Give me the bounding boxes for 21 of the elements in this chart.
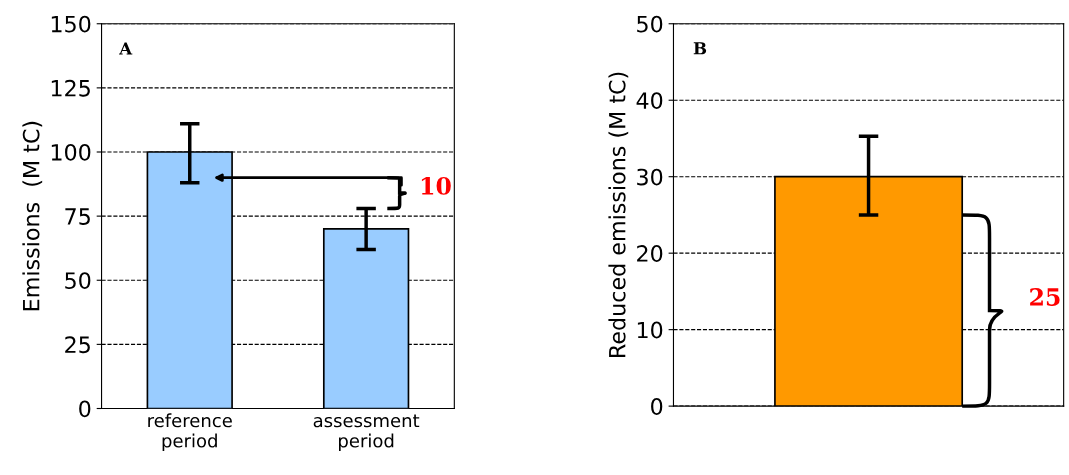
y-tick-label: 0 (79, 400, 91, 418)
y-tick-label: 75 (65, 208, 90, 225)
annotation: 10 (421, 176, 451, 195)
y-tick-label: 150 (51, 15, 91, 33)
y-tick-label: 125 (51, 79, 90, 97)
annotation: 25 (1030, 288, 1060, 306)
y-tick-label: 10 (637, 321, 663, 339)
x-tick-label: assessment period (313, 414, 420, 452)
y-tick-label: 100 (51, 143, 91, 161)
y-tick-label: 0 (651, 398, 663, 415)
y-axis-title: Emissions (M tC) (22, 121, 43, 311)
y-tick-label: 40 (636, 92, 663, 109)
y-tick-label: 30 (637, 168, 663, 186)
y-tick-label: 50 (65, 272, 91, 290)
y-axis-title: Reduced emissions (M tC) (608, 72, 629, 357)
y-tick-label: 50 (637, 15, 663, 33)
annotation: A (119, 42, 133, 55)
annotation: B (693, 42, 707, 55)
y-tick-label: 25 (65, 336, 90, 354)
y-tick-label: 20 (637, 245, 663, 262)
x-tick-label: reference period (148, 413, 232, 452)
